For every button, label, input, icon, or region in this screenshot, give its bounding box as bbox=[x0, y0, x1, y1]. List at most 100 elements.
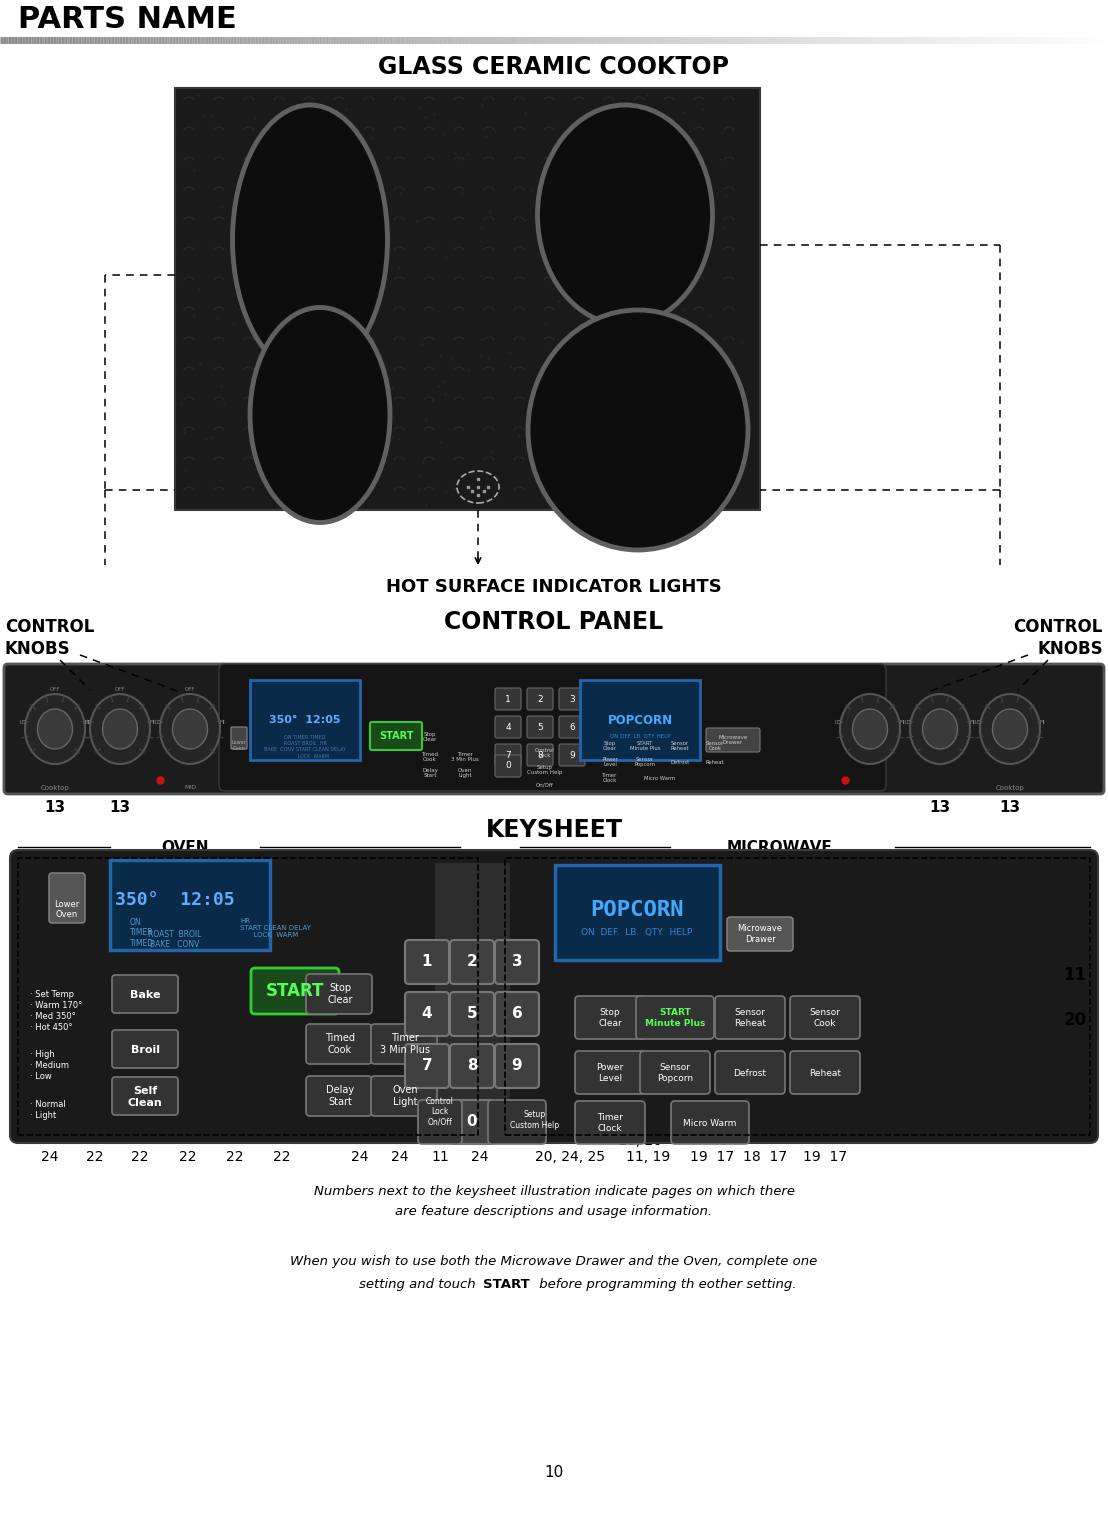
Ellipse shape bbox=[103, 709, 137, 748]
Point bbox=[213, 374, 230, 398]
Text: 24: 24 bbox=[41, 1150, 59, 1164]
Text: 22: 22 bbox=[226, 1150, 244, 1164]
FancyBboxPatch shape bbox=[418, 1100, 462, 1144]
Point bbox=[444, 118, 462, 142]
Point bbox=[343, 401, 361, 426]
Point bbox=[556, 364, 574, 388]
Point bbox=[417, 492, 434, 517]
Point bbox=[587, 471, 605, 495]
Text: When you wish to use both the Microwave Drawer and the Oven, complete one: When you wish to use both the Microwave … bbox=[290, 1254, 818, 1268]
Text: HI: HI bbox=[150, 720, 155, 726]
Point bbox=[726, 442, 743, 467]
Text: 22: 22 bbox=[179, 1150, 197, 1164]
Point bbox=[384, 426, 402, 450]
Point bbox=[585, 347, 603, 371]
Ellipse shape bbox=[25, 694, 85, 764]
Point bbox=[473, 92, 491, 117]
Ellipse shape bbox=[90, 694, 150, 764]
Text: 1: 1 bbox=[505, 694, 511, 703]
Text: · High
· Medium
· Low: · High · Medium · Low bbox=[30, 1050, 69, 1082]
Point bbox=[285, 408, 302, 432]
Point bbox=[389, 427, 407, 451]
Point bbox=[653, 320, 670, 344]
FancyBboxPatch shape bbox=[252, 968, 339, 1014]
Point bbox=[694, 488, 711, 512]
Point bbox=[304, 326, 321, 350]
Text: Sensor
Reheat: Sensor Reheat bbox=[733, 1009, 766, 1027]
Point bbox=[248, 383, 266, 408]
Point bbox=[195, 103, 213, 127]
Point bbox=[692, 391, 710, 415]
Point bbox=[202, 103, 219, 127]
Text: MID: MID bbox=[184, 785, 196, 789]
Text: 2: 2 bbox=[537, 694, 543, 703]
FancyBboxPatch shape bbox=[488, 1100, 546, 1144]
Point bbox=[349, 182, 367, 206]
Point bbox=[410, 95, 428, 120]
Point bbox=[647, 339, 665, 364]
Point bbox=[572, 220, 589, 244]
Text: 24: 24 bbox=[471, 1150, 489, 1164]
Point bbox=[289, 341, 307, 365]
Point bbox=[550, 395, 567, 420]
Text: 16, 20: 16, 20 bbox=[618, 1135, 661, 1148]
Text: Sensor
Popcorn: Sensor Popcorn bbox=[657, 1064, 694, 1083]
Point bbox=[634, 474, 652, 498]
Point bbox=[478, 124, 495, 148]
Point bbox=[209, 326, 227, 350]
Text: 22: 22 bbox=[274, 1150, 290, 1164]
Point bbox=[638, 83, 656, 108]
FancyBboxPatch shape bbox=[371, 1024, 437, 1064]
Text: Defrost: Defrost bbox=[670, 759, 689, 765]
Point bbox=[431, 374, 449, 398]
Text: 0: 0 bbox=[466, 1115, 478, 1130]
Point bbox=[636, 223, 654, 247]
Text: POPCORN: POPCORN bbox=[591, 900, 684, 920]
Text: Microwave
Drawer: Microwave Drawer bbox=[738, 924, 782, 944]
Text: 7: 7 bbox=[505, 750, 511, 759]
Point bbox=[657, 85, 675, 109]
Point bbox=[431, 430, 449, 454]
Text: 19  17: 19 17 bbox=[690, 1150, 735, 1164]
Point bbox=[369, 451, 387, 476]
FancyBboxPatch shape bbox=[715, 1051, 784, 1094]
Point bbox=[471, 344, 489, 368]
FancyBboxPatch shape bbox=[495, 744, 521, 767]
FancyBboxPatch shape bbox=[560, 744, 585, 767]
Text: ROAST  BROIL
BAKE   CONV: ROAST BROIL BAKE CONV bbox=[148, 930, 202, 950]
Point bbox=[337, 97, 355, 121]
Text: LO: LO bbox=[904, 720, 912, 726]
Text: HR
START CLEAN DELAY
      LOCK  WARM: HR START CLEAN DELAY LOCK WARM bbox=[240, 918, 311, 938]
Point bbox=[248, 271, 266, 295]
FancyBboxPatch shape bbox=[495, 688, 521, 711]
Point bbox=[410, 477, 428, 501]
FancyBboxPatch shape bbox=[306, 1024, 372, 1064]
Point bbox=[453, 180, 471, 205]
FancyBboxPatch shape bbox=[406, 992, 449, 1036]
Point bbox=[377, 274, 394, 298]
Text: 11, 19: 11, 19 bbox=[626, 1150, 670, 1164]
Ellipse shape bbox=[993, 709, 1027, 748]
Bar bbox=[505, 857, 1090, 1135]
Point bbox=[211, 468, 228, 492]
FancyBboxPatch shape bbox=[495, 992, 538, 1036]
Point bbox=[636, 126, 654, 150]
Point bbox=[224, 312, 242, 336]
Point bbox=[306, 230, 324, 255]
Point bbox=[632, 142, 649, 167]
Point bbox=[655, 217, 673, 241]
Point bbox=[381, 421, 399, 445]
FancyBboxPatch shape bbox=[306, 974, 372, 1014]
Point bbox=[669, 186, 687, 211]
Point bbox=[512, 233, 530, 258]
Text: LO: LO bbox=[20, 720, 27, 726]
Point bbox=[718, 182, 736, 206]
Point bbox=[358, 148, 376, 173]
Point bbox=[351, 292, 369, 317]
Point bbox=[435, 121, 453, 145]
Point bbox=[409, 209, 427, 233]
Text: 24: 24 bbox=[351, 1150, 369, 1164]
Point bbox=[699, 489, 717, 514]
Point bbox=[257, 197, 275, 221]
Point bbox=[486, 118, 504, 142]
